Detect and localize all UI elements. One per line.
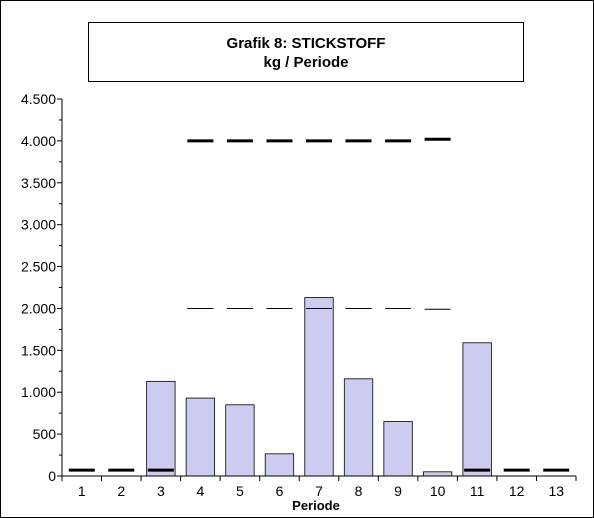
bar-periode-7 [304,297,334,477]
x-tick-label: 3 [157,483,165,499]
x-tick-label: 7 [315,483,323,499]
bar-periode-11 [462,342,492,477]
x-tick-label: 8 [355,483,363,499]
y-tick-label: 1.000 [21,384,56,400]
bar-periode-6 [264,453,295,477]
bar-periode-5 [225,404,255,477]
bar-periode-8 [343,378,374,477]
x-tick-label: 6 [276,483,284,499]
bar-periode-10 [422,471,453,477]
y-tick-label: 2.500 [21,259,56,275]
x-tick-label: 4 [196,483,204,499]
x-axis-title: Periode [292,498,340,513]
chart-title: Grafik 8: STICKSTOFF [226,35,386,52]
bar-periode-4 [185,397,216,477]
chart-title-box: Grafik 8: STICKSTOFF kg / Periode [88,22,524,82]
x-tick-label: 10 [430,483,446,499]
x-tick-label: 5 [236,483,244,499]
chart-subtitle: kg / Periode [263,54,349,71]
y-tick-label: 3.000 [21,217,56,233]
y-tick-label: 4.000 [21,133,56,149]
bar-periode-3 [146,380,176,477]
x-tick-label: 9 [394,483,402,499]
y-tick-label: 0 [48,468,56,484]
x-tick-label: 12 [509,483,525,499]
y-tick-label: 2.000 [21,300,56,316]
x-tick-label: 11 [470,483,485,499]
y-tick-label: 3.500 [21,175,56,191]
x-tick-label: 13 [548,483,564,499]
x-tick-label: 1 [78,483,86,499]
y-tick-label: 1.500 [21,342,56,358]
x-tick-label: 2 [117,483,125,499]
bar-periode-9 [383,421,413,477]
y-tick-label: 500 [33,426,57,442]
y-tick-label: 4.500 [21,91,56,107]
